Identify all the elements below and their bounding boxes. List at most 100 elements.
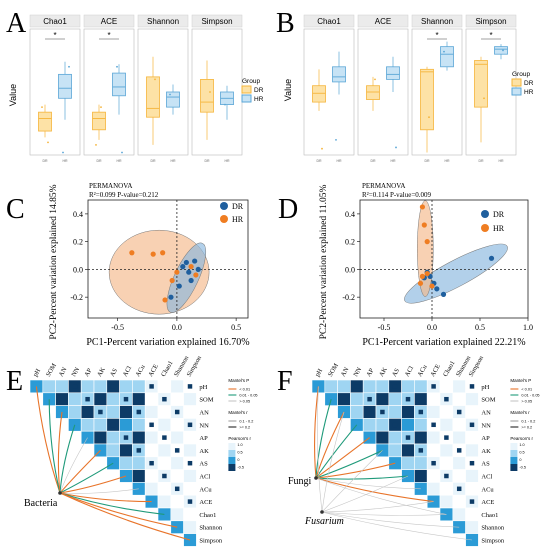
heatmap-marker — [456, 409, 462, 415]
facet-frame — [465, 28, 517, 156]
mantel-link — [59, 492, 178, 528]
legend-label-dr: DR — [232, 202, 244, 211]
mantel-link — [315, 477, 447, 515]
row-label: Chao1 — [481, 512, 498, 519]
x-tick-label: DR — [478, 159, 484, 163]
panel-d: D PERMANOVA R²=0.114 P-value=0.009 -0.5 0… — [278, 182, 533, 348]
heatmap-cell — [80, 418, 95, 432]
data-point-dr — [176, 283, 182, 289]
column-label: ACu — [416, 363, 429, 378]
box-body — [494, 46, 508, 55]
box-body — [92, 111, 106, 131]
heatmap-cell — [337, 392, 351, 406]
mantel-link — [315, 475, 409, 480]
facet-frame — [303, 28, 355, 156]
mantel-link — [321, 511, 473, 541]
heatmap-cell — [401, 405, 415, 419]
heatmap-cell — [362, 379, 377, 394]
legend-label-hr: HR — [524, 89, 534, 96]
heatmap-marker — [174, 448, 180, 453]
legend-pearson-tick: 1.0 — [237, 443, 242, 447]
facet-strip — [303, 14, 355, 28]
mantel-link — [321, 511, 447, 516]
panel-c-letter: C — [6, 194, 25, 225]
column-label: NN — [352, 366, 363, 378]
heatmap-cell — [465, 520, 479, 534]
data-point-dr — [192, 258, 198, 264]
legend-p-label: > 0.05 — [239, 400, 250, 404]
heatmap-cell — [401, 443, 415, 458]
heatmap-cell — [144, 482, 159, 496]
heatmap-marker — [187, 499, 193, 504]
heatmap-marker — [110, 422, 116, 428]
heatmap-cell — [170, 456, 184, 470]
heatmap-cell — [388, 405, 402, 419]
heatmap-cell — [426, 443, 441, 458]
box-point — [443, 50, 445, 53]
heatmap-cell — [68, 392, 82, 406]
panel-f: F pH SOM AN NN AP AK AS ACl ACu ACE Chao1ShannonSi… — [277, 354, 540, 547]
column-label: pH — [32, 367, 42, 378]
column-label: AN — [340, 366, 351, 378]
panel-e-letter: E — [6, 366, 23, 397]
data-point-hr — [421, 222, 427, 228]
box-point — [395, 146, 397, 149]
box-body — [38, 111, 52, 132]
heatmap-cell — [375, 392, 390, 406]
box-point — [224, 103, 226, 106]
row-label: SOM — [481, 397, 495, 404]
panel-b-y-label: Value — [283, 79, 293, 101]
heatmap-cell — [106, 430, 120, 445]
legend-label-dr: DR — [254, 87, 264, 94]
column-label: ACl — [122, 365, 134, 378]
data-point-hr — [162, 297, 168, 303]
heatmap-cell — [324, 392, 338, 406]
heatmap-cell — [170, 469, 184, 483]
row-label: ACl — [481, 474, 492, 481]
heatmap-cell — [375, 379, 390, 394]
box-point — [374, 78, 376, 81]
heatmap-cell — [106, 392, 120, 406]
heatmap-cell — [170, 507, 184, 522]
x-tick-label: DR — [204, 159, 210, 163]
x-tick-label: 1.0 — [523, 323, 533, 332]
box-body — [58, 73, 72, 99]
box-point — [62, 151, 64, 154]
facet-strip — [191, 14, 243, 28]
facet-title: Simpson — [201, 17, 232, 26]
box-point — [428, 116, 430, 119]
heatmap-cell — [414, 392, 428, 406]
legend-r-label: 0.1 - 0.2 — [521, 420, 535, 424]
row-label: pH — [199, 384, 207, 391]
legend-pearson-tick: 0 — [237, 458, 239, 462]
panel-a-legend: Group DR HR — [241, 78, 264, 103]
column-label: SOM — [327, 362, 340, 378]
heatmap-marker — [418, 409, 424, 415]
data-point-hr — [419, 273, 425, 279]
row-label: AS — [481, 461, 490, 468]
facet-title: ACE — [375, 17, 391, 26]
heatmap-cell — [183, 430, 197, 445]
heatmap-cell — [119, 443, 133, 458]
heatmap-marker — [444, 435, 449, 440]
mantel-link — [59, 437, 88, 494]
x-tick-label: HR — [336, 159, 342, 163]
heatmap-cell — [426, 392, 441, 406]
heatmap-cell — [183, 482, 197, 496]
facet-title: Shannon — [147, 17, 179, 26]
column-label: AP — [365, 367, 375, 378]
heatmap-cell — [439, 456, 454, 470]
legend-swatch-hr — [511, 87, 522, 96]
x-tick-label: -0.5 — [111, 323, 124, 332]
heatmap-cell — [439, 418, 454, 432]
heatmap-cell — [132, 379, 146, 394]
box-point — [321, 147, 323, 150]
mantel-link — [315, 477, 421, 490]
row-label: AP — [481, 435, 490, 442]
heatmap-cell — [119, 379, 133, 394]
mantel-link — [59, 475, 127, 494]
heatmap-cell — [183, 405, 197, 419]
box-body — [200, 79, 214, 113]
heatmap-cell — [465, 482, 479, 496]
legend-p-label: > 0.05 — [521, 400, 532, 404]
